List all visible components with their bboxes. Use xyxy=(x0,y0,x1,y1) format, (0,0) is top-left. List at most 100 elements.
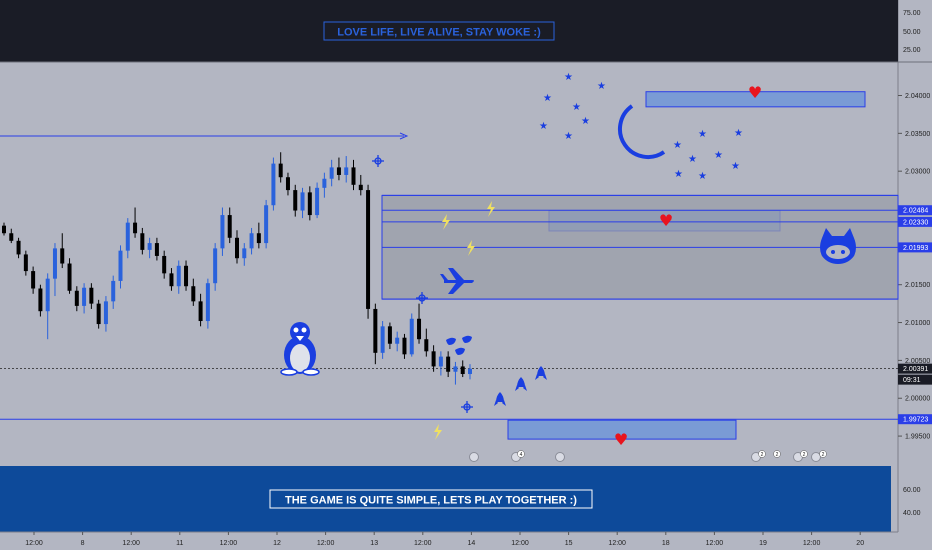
time-tick-label: 15 xyxy=(565,540,573,547)
top-pane xyxy=(0,0,898,62)
event-count-badge xyxy=(517,450,525,458)
lightning-icon xyxy=(434,424,442,440)
event-icon xyxy=(811,452,821,462)
star-icon: ★ xyxy=(539,121,548,132)
top-banner-frame xyxy=(323,21,555,41)
candle-body xyxy=(242,248,247,259)
bottom-axis-tick: 40.00 xyxy=(903,510,921,517)
top-banner-text: LOVE LIFE, LIVE ALIVE, STAY WOKE :) xyxy=(337,27,541,39)
star-icon: ★ xyxy=(688,154,697,165)
event-icon xyxy=(555,452,565,462)
candle-body xyxy=(438,356,443,367)
candle-body xyxy=(235,237,239,259)
blue-zone xyxy=(507,419,737,440)
time-tick-label: 12:00 xyxy=(317,540,335,547)
decorations: ★ ★ ★ ★ ★ ★ ★ ★ ★ ★ ★ ★ ★ ★ ★ ♥ ♥ ♥ xyxy=(280,72,856,449)
candle-body xyxy=(147,243,152,250)
time-tick-label: 12:00 xyxy=(608,540,626,547)
star-icon: ★ xyxy=(731,161,740,172)
candle-body xyxy=(176,265,181,287)
price-tag-label: 2.01993 xyxy=(903,245,928,252)
stars-group: ★ ★ ★ ★ ★ ★ ★ ★ ★ ★ ★ ★ ★ ★ ★ xyxy=(539,72,743,182)
twitter-bird-icon xyxy=(455,347,465,355)
heart-icon: ♥ xyxy=(748,83,762,102)
time-tick-label: 13 xyxy=(370,540,378,547)
candle-body xyxy=(184,265,189,287)
time-tick-label: 8 xyxy=(81,540,85,547)
candle-body xyxy=(366,190,371,309)
crosshair-icon xyxy=(461,401,473,413)
candle-body xyxy=(307,192,312,216)
event-count-badge xyxy=(773,450,781,458)
star-icon: ★ xyxy=(597,81,606,92)
candle-body xyxy=(31,271,36,289)
star-icon: ★ xyxy=(673,140,682,151)
rocket-icon xyxy=(515,377,527,391)
price-tick-label: 2.00000 xyxy=(905,396,930,403)
price-axis-background xyxy=(898,0,932,550)
price-tag-box xyxy=(898,414,932,425)
candle-body xyxy=(198,301,203,322)
candle-body xyxy=(133,222,138,234)
candle-body xyxy=(191,286,196,302)
time-tick-label: 12:00 xyxy=(122,540,140,547)
price-tick-label: 2.01000 xyxy=(905,320,930,327)
tux-icon xyxy=(280,322,320,376)
bottom-pane xyxy=(0,466,891,532)
rocket-icon xyxy=(494,392,506,406)
candle-body xyxy=(417,318,422,340)
candle-body xyxy=(387,326,392,344)
bottom-banner-frame xyxy=(269,489,593,509)
candle-body xyxy=(140,233,145,250)
price-tick-label: 2.01500 xyxy=(905,282,930,289)
candle-body xyxy=(336,167,341,175)
candle-body xyxy=(249,233,254,249)
candle-body xyxy=(358,184,363,191)
candle-body xyxy=(213,248,218,284)
event-count-badge xyxy=(800,450,808,458)
candle-body xyxy=(60,248,65,264)
candle-body xyxy=(96,303,101,325)
candle-body xyxy=(89,287,94,304)
event-badges: 2 4 2 2 2 xyxy=(469,450,827,462)
candle-body xyxy=(227,215,232,238)
lightning-icon xyxy=(442,214,450,230)
crosshair-icon xyxy=(416,292,428,304)
candle-body xyxy=(264,205,269,244)
twitter-bird-icon xyxy=(446,337,456,345)
octocat-icon xyxy=(820,228,856,264)
candle-body xyxy=(125,222,130,251)
candle-body xyxy=(271,163,276,206)
candle-body xyxy=(315,187,320,216)
candle-body xyxy=(329,167,334,179)
crosshair-icon xyxy=(372,155,384,167)
price-tick-label: 2.03500 xyxy=(905,131,930,138)
event-count-badge xyxy=(819,450,827,458)
top-axis-tick: 25.00 xyxy=(903,47,921,54)
candle-body xyxy=(45,278,50,312)
candle-body xyxy=(205,283,210,322)
heart-icon: ♥ xyxy=(614,430,628,449)
star-icon: ★ xyxy=(564,131,573,142)
price-tag-box xyxy=(898,242,932,253)
price-tick-label: 1.99500 xyxy=(905,434,930,441)
candle-body xyxy=(118,250,123,281)
bottom-axis-tick: 60.00 xyxy=(903,487,921,494)
candle-body xyxy=(446,356,451,372)
price-tag-label: 2.00391 xyxy=(903,366,928,373)
candle-body xyxy=(395,337,400,344)
event-count-label: 2 xyxy=(803,452,806,458)
candle-body xyxy=(351,167,356,185)
top-axis-tick: 75.00 xyxy=(903,10,921,17)
star-icon: ★ xyxy=(714,150,723,161)
candle-body xyxy=(256,233,261,244)
candle-body xyxy=(169,273,174,287)
price-tick-label: 2.00500 xyxy=(905,358,930,365)
price-tag-label: 09:31 xyxy=(903,377,921,384)
time-tick-label: 20 xyxy=(856,540,864,547)
price-tag-label: 2.02484 xyxy=(903,208,928,215)
star-icon: ★ xyxy=(734,128,743,139)
candle-body xyxy=(278,163,283,178)
candle-body xyxy=(9,233,14,241)
